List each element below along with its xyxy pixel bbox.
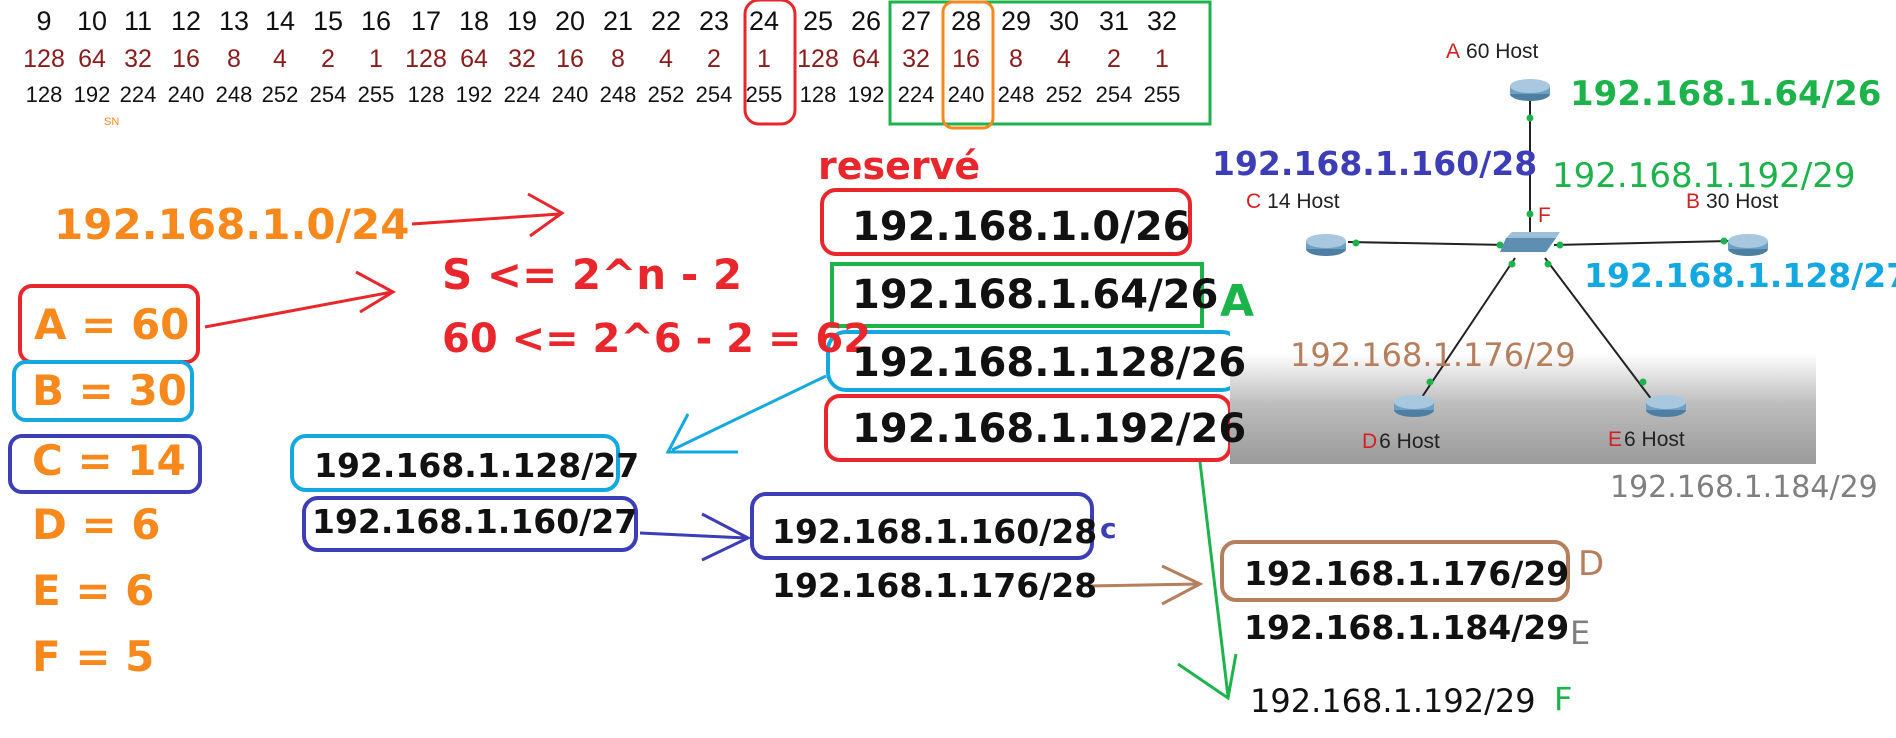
- base-network: 192.168.1.0/24: [54, 200, 409, 249]
- topology-f-network: 192.168.1.192/29: [1552, 156, 1855, 196]
- switch-f-label: F: [1538, 204, 1557, 228]
- link-c-f: [1348, 242, 1508, 245]
- split29-f-tag: F: [1554, 680, 1572, 718]
- reserved-subnet-128: 192.168.1.128/26: [852, 340, 1246, 386]
- split27-128: 192.168.1.128/27: [314, 446, 639, 485]
- router-e-label: E6 Host: [1608, 428, 1685, 452]
- reserved-subnet-64: 192.168.1.64/26: [852, 272, 1218, 318]
- topology-e-network: 192.168.1.184/29: [1610, 470, 1878, 505]
- topology-d-network: 192.168.1.176/29: [1290, 336, 1576, 374]
- router-d-label: D6 Host: [1362, 430, 1440, 454]
- host-a: A = 60: [34, 300, 189, 349]
- formula-line-1: S <= 2^n - 2: [442, 250, 742, 299]
- split28-176: 192.168.1.176/28: [772, 566, 1097, 605]
- reserved-title: reservé: [818, 144, 980, 188]
- split29-e-tag: E: [1570, 614, 1590, 652]
- router-b-icon: [1728, 234, 1768, 256]
- split27-160: 192.168.1.160/27: [312, 502, 637, 541]
- topology-c-network: 192.168.1.160/28: [1212, 144, 1537, 183]
- host-b: B = 30: [32, 366, 187, 415]
- split28-c-tag: c: [1100, 512, 1117, 545]
- reserved-subnet-0: 192.168.1.0/26: [852, 204, 1191, 250]
- split28-160: 192.168.1.160/28: [772, 512, 1097, 551]
- router-a-icon: [1510, 79, 1550, 101]
- table-small-label: SN: [104, 116, 119, 128]
- host-f: F = 5: [32, 632, 154, 681]
- router-c-label: C 14 Host: [1246, 190, 1340, 214]
- router-e-icon: [1646, 395, 1686, 417]
- reserved-subnet-192: 192.168.1.192/26: [852, 406, 1246, 452]
- host-e: E = 6: [32, 566, 154, 615]
- split29-184: 192.168.1.184/29: [1244, 608, 1569, 647]
- topology-a-network: 192.168.1.64/26: [1570, 74, 1881, 114]
- formula-line-2: 60 <= 2^6 - 2 = 62: [442, 316, 871, 362]
- router-d-icon: [1394, 395, 1434, 417]
- router-c-icon: [1306, 234, 1346, 256]
- reserved-a-tag: A: [1220, 276, 1254, 327]
- host-d: D = 6: [32, 500, 161, 549]
- split29-d-tag: D: [1578, 544, 1604, 584]
- host-c: C = 14: [32, 436, 186, 485]
- router-a-label: A 60 Host: [1446, 40, 1538, 64]
- topology-b-network: 192.168.1.128/27: [1584, 256, 1896, 295]
- link-b-f: [1554, 241, 1730, 245]
- split29-192: 192.168.1.192/29: [1250, 682, 1536, 720]
- split29-176: 192.168.1.176/29: [1244, 554, 1569, 593]
- switch-f-icon: [1500, 232, 1560, 252]
- link-d-f: [1420, 258, 1515, 400]
